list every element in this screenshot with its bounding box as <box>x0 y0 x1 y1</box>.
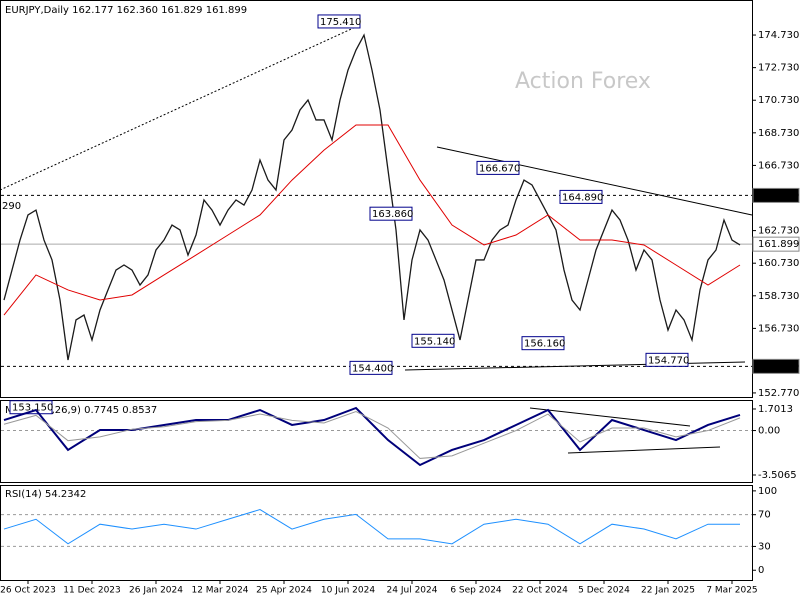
cut-label: 290 <box>2 201 21 212</box>
watermark: Action Forex <box>515 69 651 94</box>
trend-line <box>404 361 746 371</box>
level-label: 154.400 <box>758 361 799 372</box>
x-tick-label: 12 Mar 2024 <box>191 586 248 596</box>
annotation-label: 164.890 <box>562 192 603 203</box>
level-box <box>752 187 800 203</box>
macd-title: MACD(12,26,9) 0.7745 0.8537 <box>5 405 157 416</box>
trend-line <box>436 146 753 216</box>
annotation-label: 155.140 <box>414 336 455 347</box>
x-tick-label: 26 Oct 2023 <box>0 586 56 596</box>
y-tick-label: 0.00 <box>758 426 780 437</box>
trend-line <box>0 24 361 191</box>
x-tick-label: 22 Jan 2025 <box>641 586 695 596</box>
y-tick-label: 156.730 <box>758 323 799 334</box>
y-tick-label: -3.5065 <box>758 470 797 481</box>
indicator-line <box>3 410 741 459</box>
annotation-box <box>645 352 689 367</box>
y-tick-label: 0 <box>758 565 764 576</box>
ma-line <box>3 124 741 316</box>
x-tick-label: 26 Jan 2024 <box>129 586 183 596</box>
x-tick-label: 22 Oct 2024 <box>512 586 568 596</box>
indicator-line <box>3 508 740 545</box>
annotation-box <box>317 14 361 29</box>
y-tick-label: 162.730 <box>758 226 799 237</box>
level-box <box>752 236 800 252</box>
y-tick-label: 100 <box>758 486 777 497</box>
annotation-box <box>369 206 413 221</box>
y-tick-label: 170.730 <box>758 95 799 106</box>
price-line <box>3 33 741 361</box>
x-tick-label: 10 Jun 2024 <box>321 586 375 596</box>
y-tick-label: 70 <box>758 510 771 521</box>
annotation-box <box>9 400 53 415</box>
annotation-box <box>349 360 393 375</box>
chart-title: EURJPY,Daily 162.177 162.360 161.829 161… <box>5 5 247 16</box>
y-tick-label: 160.730 <box>758 258 799 269</box>
y-tick-label: 172.730 <box>758 63 799 74</box>
annotation-label: 166.670 <box>479 163 520 174</box>
annotation-label: 154.770 <box>648 355 689 366</box>
x-tick-label: 6 Sep 2024 <box>450 586 502 596</box>
annotation-label: 175.410 <box>320 17 361 28</box>
x-tick-label: 11 Dec 2023 <box>63 586 121 596</box>
y-tick-label: 158.730 <box>758 291 799 302</box>
annotation-box <box>476 160 520 175</box>
y-tick-label: 152.770 <box>758 388 799 399</box>
trend-line <box>529 407 691 427</box>
annotation-box <box>559 189 603 204</box>
x-tick-label: 5 Dec 2024 <box>578 586 630 596</box>
indicator-line <box>3 406 741 467</box>
y-tick-label: 166.730 <box>758 160 799 171</box>
level-label: 164.890 <box>758 190 799 201</box>
y-tick-label: 174.730 <box>758 30 799 41</box>
annotation-label: 154.400 <box>352 363 393 374</box>
annotation-box <box>411 333 455 348</box>
annotation-label: 163.860 <box>372 209 413 220</box>
y-tick-label: 30 <box>758 541 771 552</box>
y-tick-label: 168.730 <box>758 128 799 139</box>
annotation-box <box>521 336 565 351</box>
trend-line <box>567 446 721 454</box>
macd-panel <box>0 400 753 483</box>
y-tick-label: 1.7013 <box>758 404 793 415</box>
annotation-label: 153.150 <box>12 403 53 414</box>
level-label: 161.899 <box>758 239 799 250</box>
x-tick-label: 25 Apr 2024 <box>256 586 312 596</box>
rsi-title: RSI(14) 54.2342 <box>5 489 86 500</box>
x-tick-label: 7 Mar 2025 <box>706 586 757 596</box>
rsi-panel <box>0 485 753 581</box>
level-box <box>752 358 800 374</box>
x-tick-label: 24 Jul 2024 <box>387 586 438 596</box>
price-panel <box>0 0 753 398</box>
annotation-label: 156.160 <box>524 339 565 350</box>
